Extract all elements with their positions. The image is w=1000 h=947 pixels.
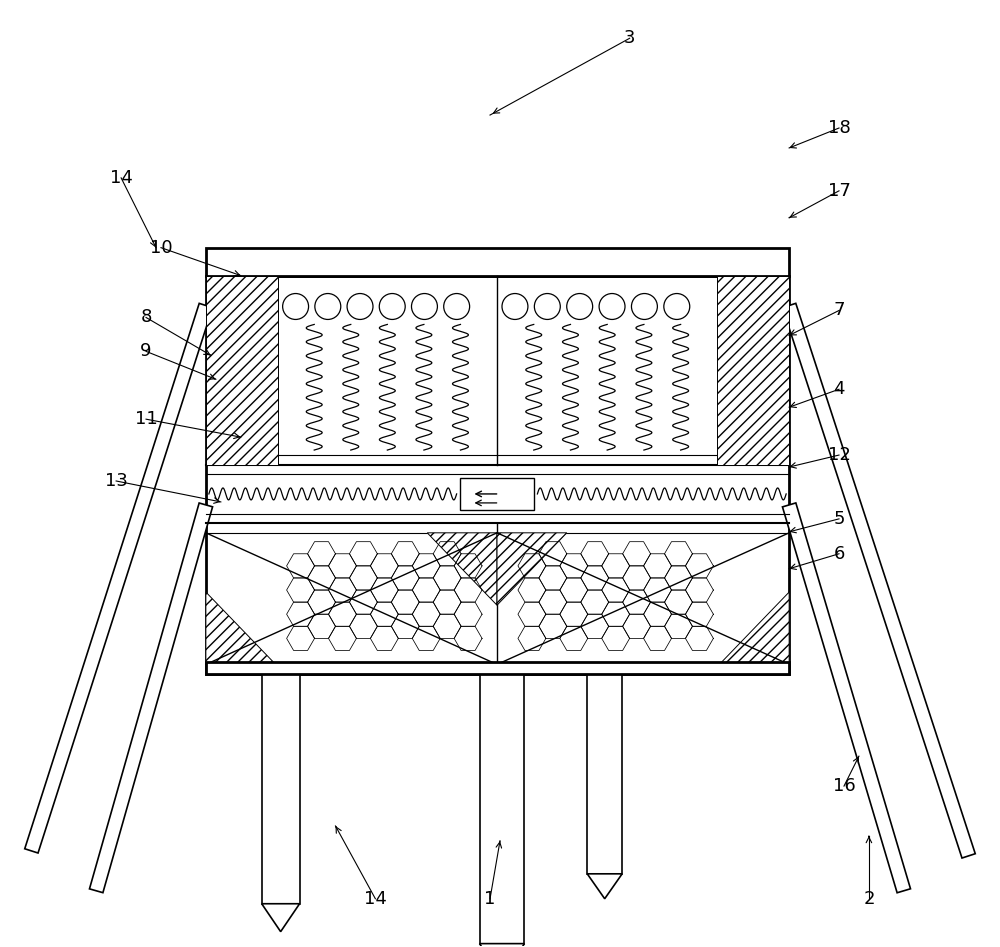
Bar	[717, 276, 789, 465]
Bar	[206, 276, 789, 674]
Text: 17: 17	[828, 182, 850, 200]
Bar	[206, 663, 789, 674]
Text: 12: 12	[828, 446, 850, 464]
Polygon shape	[480, 943, 524, 947]
Bar	[460, 478, 534, 509]
Text: 7: 7	[833, 301, 845, 319]
Text: 10: 10	[150, 239, 172, 257]
Bar	[480, 674, 524, 943]
Polygon shape	[427, 533, 497, 605]
Text: 5: 5	[833, 509, 845, 527]
Polygon shape	[497, 533, 567, 605]
Polygon shape	[719, 592, 789, 665]
Text: 3: 3	[624, 29, 635, 47]
Text: 9: 9	[140, 343, 152, 361]
Text: 2: 2	[863, 890, 875, 908]
Polygon shape	[25, 303, 213, 853]
Polygon shape	[206, 592, 276, 665]
Text: 6: 6	[833, 545, 845, 563]
Text: 11: 11	[135, 410, 157, 428]
Polygon shape	[783, 303, 975, 858]
Text: 14: 14	[364, 890, 387, 908]
Polygon shape	[587, 874, 622, 899]
Text: 14: 14	[110, 169, 133, 187]
Text: 18: 18	[828, 119, 850, 137]
Bar	[206, 248, 789, 276]
Text: 1: 1	[484, 890, 496, 908]
Bar	[262, 674, 300, 903]
Text: 4: 4	[833, 381, 845, 399]
Polygon shape	[89, 503, 213, 893]
Text: 16: 16	[833, 777, 855, 795]
Polygon shape	[782, 503, 911, 893]
Bar	[587, 674, 622, 874]
Text: 13: 13	[105, 472, 128, 490]
Text: 8: 8	[140, 309, 152, 327]
Bar	[206, 276, 278, 465]
Polygon shape	[262, 903, 300, 932]
